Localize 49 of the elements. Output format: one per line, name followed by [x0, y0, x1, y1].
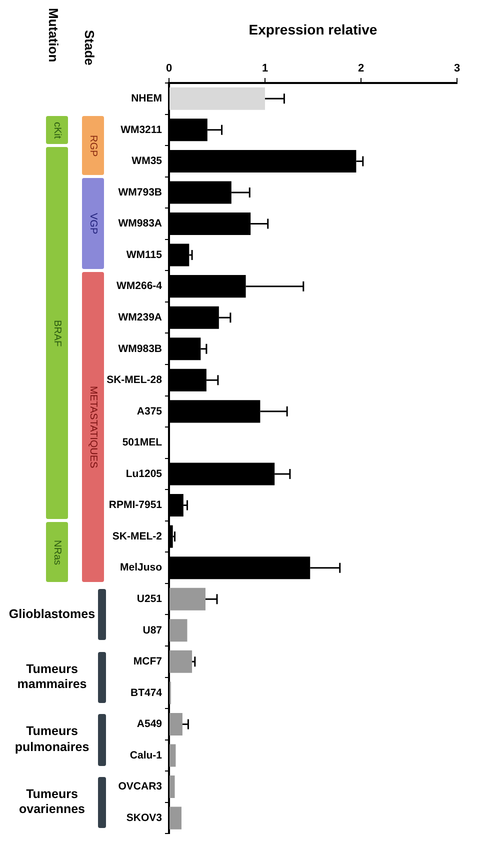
y-tick-label: WM115	[126, 248, 162, 261]
x-tick-label: 2	[358, 62, 364, 74]
y-tick-label: SK-MEL-28	[106, 374, 162, 386]
y-tick-label: WM3211	[120, 124, 162, 136]
bar	[170, 588, 206, 610]
group-tag-box: METASTATIQUES	[82, 272, 104, 582]
x-tick-label: 0	[166, 62, 172, 74]
group-tag-box: cKit	[46, 116, 68, 144]
group-tag-box: BRAF	[46, 147, 68, 520]
text: Tumeurs mammaires	[16, 660, 88, 694]
y-tick-label: MelJuso	[120, 562, 162, 574]
text: Tumeurs pulmonaires	[14, 723, 90, 756]
y-tick-label: BT474	[130, 686, 162, 699]
y-tick-label: A375	[136, 405, 162, 418]
bar	[170, 744, 176, 767]
bar	[170, 650, 192, 673]
text: Tumeurs ovariennes	[18, 786, 86, 818]
text: Glioblastomes	[8, 606, 96, 623]
y-tick-label: WM983B	[118, 342, 162, 355]
group-tag-box: RGP	[82, 116, 104, 176]
group-tag-box: VGP	[82, 178, 104, 270]
text: Mutation	[46, 8, 61, 62]
y-tick-label: RPMI-7951	[108, 499, 162, 512]
y-tick-label: MCF7	[133, 656, 162, 668]
y-tick-label: WM983A	[118, 218, 162, 230]
bar	[170, 619, 188, 642]
y-tick-label: WM239A	[118, 311, 162, 324]
text: Stade	[82, 30, 97, 66]
y-tick-label: NHEM	[131, 92, 162, 105]
bar	[170, 712, 182, 736]
y-tick-label: A549	[136, 718, 162, 730]
y-tick-label: U251	[136, 592, 162, 605]
y-tick-label: WM35	[132, 155, 162, 168]
bar	[170, 776, 175, 798]
bar	[170, 87, 265, 110]
x-tick-label: 3	[454, 62, 460, 74]
y-tick-label: OVCAR3	[118, 780, 162, 793]
y-tick-label: SKOV3	[126, 812, 162, 824]
y-tick-label: U87	[142, 624, 162, 636]
x-axis-title: Expression relative	[248, 21, 378, 38]
y-tick-label: Lu1205	[126, 468, 162, 480]
y-tick-label: WM793B	[118, 186, 162, 198]
bar	[170, 806, 182, 830]
x-tick-label: 1	[262, 62, 268, 74]
y-tick-label: WM266-4	[116, 280, 162, 292]
y-tick-label: Calu-1	[130, 749, 162, 762]
y-tick-label: 501MEL	[122, 436, 163, 449]
group-tag-box: NRas	[46, 522, 68, 582]
y-tick-label: SK-MEL-2	[112, 530, 162, 542]
